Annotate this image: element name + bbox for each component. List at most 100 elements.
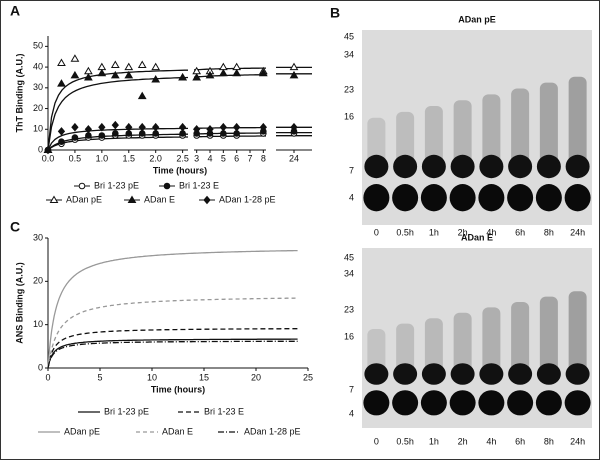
x-tick-label: 4 [207,153,212,163]
fit-curve [47,69,188,151]
gel-smear [568,76,587,177]
gel-band [363,390,390,416]
x-tick-label: 24 [289,153,299,163]
x-axis-label: Time (hours) [151,384,205,394]
curve [47,297,298,369]
point [152,122,160,132]
fit-curve [47,76,189,151]
curve [47,249,298,369]
point [57,79,66,87]
y-axis-label: ThT Binding (A.U.) [14,54,24,133]
point [124,70,134,79]
point [84,125,93,134]
lane-label: 2h [458,436,468,446]
gel-band [450,363,475,385]
gel-band [479,363,504,385]
point [58,138,65,146]
marker-label: 4 [349,408,354,418]
lane-label: 4h [486,436,496,446]
marker-label: 23 [344,304,354,314]
point [44,145,52,155]
legend-label: ADan 1-28 pE [219,194,276,204]
legend-marker [203,195,211,205]
gel-band [535,390,562,416]
lane-label: 6h [515,227,525,237]
gel-smear [539,82,558,177]
point [97,68,107,77]
legend-label: Bri 1-23 E [204,406,244,416]
point [205,70,215,79]
x-tick-label: 1.0 [96,153,109,163]
legend-label: ADan pE [66,194,102,204]
point [233,122,241,132]
y-tick-label: 40 [33,61,43,71]
x-tick-label: 0.0 [42,153,55,163]
y-tick-label: 0 [38,362,43,372]
point [125,122,133,132]
x-tick-label: 5 [221,153,226,163]
point [258,68,268,77]
gel-band [392,390,419,416]
marker-label: 45 [344,252,354,262]
legend-label: ADan 1-28 pE [244,426,301,436]
point [71,122,79,132]
x-tick-label: 8 [261,153,266,163]
marker-label: 4 [349,192,354,202]
y-tick-label: 10 [33,124,43,134]
gel-band [508,363,533,385]
point [71,134,79,141]
point [98,122,106,132]
gel-band [565,154,590,179]
marker-label: 45 [344,31,354,41]
x-tick-label: 0 [45,372,50,382]
lane-label: 1h [429,227,439,237]
legend-marker [163,182,171,190]
lane-label: 6h [515,436,525,446]
point [193,125,201,134]
lane-label: 0.5h [396,227,414,237]
y-tick-label: 30 [33,82,43,92]
lane-label: 2h [458,227,468,237]
gel-band [393,363,418,385]
y-tick-label: 50 [33,41,43,51]
point [151,62,161,71]
legend-label: Bri 1-23 pE [94,180,139,190]
point [137,91,147,100]
y-tick-label: 20 [33,103,43,113]
point [178,72,187,81]
point [137,60,147,69]
gel-band [449,390,476,416]
gel-band [363,184,390,212]
legend-marker [78,182,86,190]
gel-band [364,363,389,385]
point [232,68,242,77]
legend-label: ADan pE [64,426,100,436]
gel-band [420,390,447,416]
x-tick-label: 2.0 [149,153,162,163]
gel-band [564,184,591,212]
lane-label: 0 [374,436,379,446]
legend-label: ADan E [162,426,193,436]
y-tick-label: 20 [33,276,43,286]
gel-title: ADan E [461,232,493,242]
point [98,132,106,139]
gel-band [478,390,505,416]
point [289,62,299,71]
legend-marker [127,195,137,203]
legend-label: Bri 1-23 pE [104,406,149,416]
gel-band [364,154,389,179]
lane-label: 4h [486,227,496,237]
point [110,70,120,79]
lane-label: 8h [544,436,554,446]
gel-band [565,363,590,385]
point [57,58,66,66]
x-tick-label: 3 [194,153,199,163]
gel-band [449,184,476,212]
x-tick-label: 5 [97,372,102,382]
gel-band [507,184,534,212]
point [151,75,161,83]
point [218,68,228,77]
gel-band [450,154,475,179]
gel-band [478,184,505,212]
